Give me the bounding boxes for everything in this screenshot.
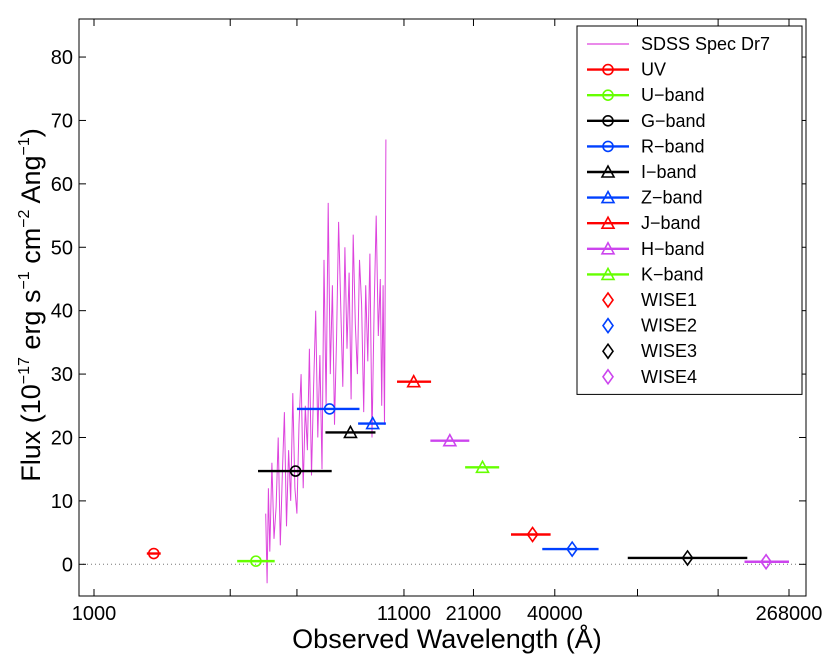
legend-marker	[602, 115, 614, 127]
legend-label: Z−band	[641, 188, 703, 208]
data-point-wise4	[760, 553, 773, 571]
data-point-j-band	[406, 374, 422, 388]
legend-marker	[602, 63, 614, 76]
y-tick-label: 70	[51, 110, 73, 132]
legend-marker	[600, 164, 616, 178]
legend-label: G−band	[641, 111, 706, 131]
legend-marker	[600, 215, 616, 229]
legend-marker	[600, 266, 616, 281]
y-axis-label-part: cm	[16, 228, 46, 272]
legend-label: WISE3	[641, 341, 697, 361]
x-tick-label: 1000	[72, 603, 117, 625]
legend-label: U−band	[641, 85, 705, 105]
x-axis-label: Observed Wavelength (Å)	[292, 623, 602, 654]
legend-label: J−band	[641, 213, 701, 233]
y-tick-label: 20	[51, 427, 73, 449]
y-axis-label-exp: −2	[16, 209, 33, 227]
axes-frame	[78, 18, 807, 597]
legend-marker	[602, 317, 614, 334]
legend-marker	[600, 241, 616, 255]
legend-label: H−band	[641, 239, 705, 259]
data-point-h-band	[442, 432, 458, 447]
legend-marker	[602, 140, 614, 153]
data-point-z-band	[365, 415, 381, 430]
y-axis-label-exp: −1	[16, 271, 33, 289]
legend-label: I−band	[641, 162, 697, 182]
legend-label: R−band	[641, 136, 705, 156]
y-axis-label-part: erg s	[16, 290, 46, 358]
y-tick-label: 40	[51, 301, 73, 323]
y-axis-label-part: Ang	[16, 155, 46, 209]
y-tick-label: 30	[51, 364, 73, 386]
legend-label: WISE2	[641, 316, 697, 336]
data-point-wise2	[566, 540, 579, 558]
x-tick-label: 40000	[527, 603, 583, 625]
legend-marker	[602, 291, 614, 309]
y-axis-label-exp: −17	[16, 357, 33, 384]
legend-label: UV	[641, 60, 666, 80]
x-tick-label: 11000	[377, 603, 431, 625]
data-point-wise3	[681, 549, 694, 567]
y-axis-label: Flux (10−17 erg s−1 cm−2 Ang−1)	[16, 128, 46, 482]
legend-label: WISE4	[641, 367, 697, 387]
y-tick-label: 80	[51, 47, 73, 69]
x-tick-label: 21000	[446, 603, 502, 625]
legend-label: WISE1	[641, 290, 697, 310]
legend-label: K−band	[641, 264, 704, 284]
data-point-g-band	[289, 465, 302, 477]
y-axis-label-part: Flux (10	[16, 384, 46, 482]
data-point-wise1	[526, 526, 539, 543]
data-point-uv	[147, 547, 160, 560]
y-tick-label: 50	[51, 237, 73, 259]
legend-marker	[602, 368, 614, 386]
y-tick-label: 60	[51, 174, 73, 196]
legend-box	[576, 25, 803, 395]
y-axis-label-part: )	[16, 128, 46, 137]
data-point-k-band	[475, 459, 490, 474]
data-point-r-band	[323, 403, 336, 415]
legend-label: SDSS Spec Dr7	[641, 34, 770, 54]
data-point-u-band	[250, 555, 262, 567]
legend-marker	[602, 89, 614, 101]
y-axis-label-exp: −1	[16, 137, 33, 155]
y-tick-label: 10	[51, 491, 73, 513]
legend-marker	[602, 342, 614, 360]
y-tick-label: 0	[62, 554, 73, 576]
x-tick-label: 268000	[756, 603, 823, 625]
plot-area: 0 10 20 30 40 50 60 70 80 1000 11000 21000 40000 2680…	[51, 18, 823, 625]
data-point-i-band	[343, 424, 358, 439]
legend-marker	[600, 189, 616, 204]
spectrum-line	[265, 139, 387, 584]
